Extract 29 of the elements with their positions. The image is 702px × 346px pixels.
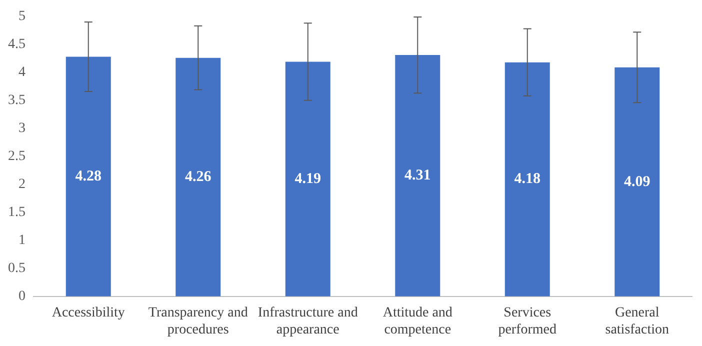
x-tick-label: Accessibility bbox=[52, 305, 125, 320]
x-tick-label: Attitude and competence bbox=[382, 305, 452, 338]
bar bbox=[66, 56, 111, 296]
data-label: 4.28 bbox=[75, 168, 102, 184]
y-tick-label: 3 bbox=[18, 121, 26, 136]
y-tick-label: 3.5 bbox=[8, 93, 26, 108]
y-tick-label: 2 bbox=[18, 177, 26, 192]
bar bbox=[395, 55, 440, 296]
data-label: 4.19 bbox=[294, 170, 321, 187]
data-label: 4.18 bbox=[514, 171, 540, 188]
data-label: 4.09 bbox=[624, 174, 650, 190]
bar bbox=[504, 62, 550, 296]
y-tick-label: 4.5 bbox=[8, 37, 26, 52]
x-tick-label: Services performed bbox=[498, 305, 557, 338]
y-tick-label: 1 bbox=[18, 233, 26, 248]
y-tick-label: 0.5 bbox=[8, 261, 26, 276]
bar bbox=[614, 67, 660, 296]
data-label: 4.31 bbox=[404, 168, 431, 184]
x-tick-label: Transparency and procedures bbox=[148, 305, 248, 338]
x-tick-label: Infrastructure and appearance bbox=[258, 305, 358, 338]
y-tick-label: 1.5 bbox=[8, 205, 26, 220]
data-label: 4.26 bbox=[185, 168, 212, 185]
y-tick-label: 5 bbox=[18, 9, 26, 24]
x-tick-label: General satisfaction bbox=[605, 305, 670, 338]
bar bbox=[285, 62, 330, 296]
y-tick-label: 0 bbox=[18, 289, 26, 304]
y-tick-label: 4 bbox=[18, 65, 26, 80]
bar bbox=[176, 58, 221, 296]
y-tick-label: 2.5 bbox=[8, 149, 26, 164]
